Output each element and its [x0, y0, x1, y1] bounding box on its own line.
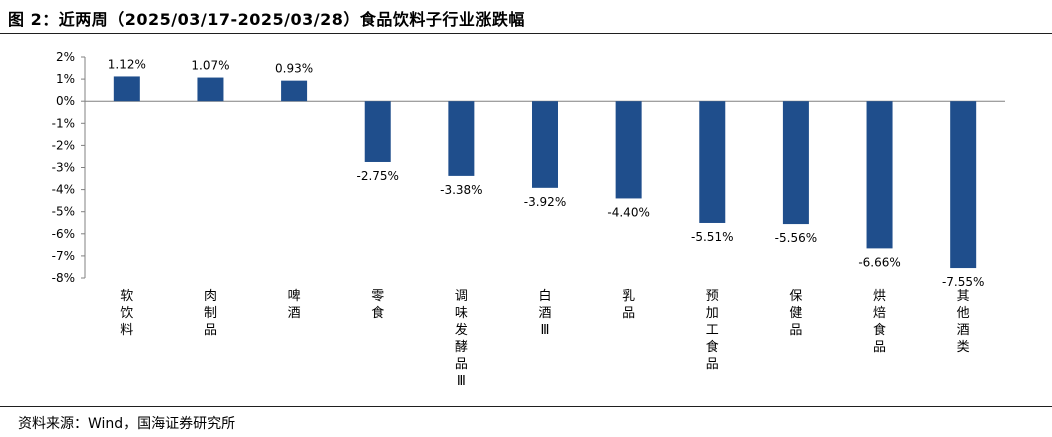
category-label: 保健品	[789, 289, 802, 338]
category-label: 乳品	[622, 289, 635, 321]
figure-title: 图 2：近两周（2025/03/17-2025/03/28）食品饮料子行业涨跌幅	[8, 10, 525, 29]
data-label: -4.40%	[607, 205, 649, 219]
bar	[950, 101, 977, 269]
data-label: -2.75%	[357, 169, 399, 183]
bar	[532, 101, 558, 188]
category-label: 烘焙食品	[873, 289, 886, 355]
category-label: 其他酒类	[957, 289, 970, 355]
y-tick-label: -5%	[52, 205, 75, 219]
category-label: 调味发酵品 Ⅲ	[455, 289, 468, 389]
y-tick-label: -7%	[52, 249, 75, 263]
y-tick-label: 0%	[56, 94, 75, 108]
data-label: -5.51%	[691, 230, 733, 244]
y-tick-label: -1%	[52, 116, 75, 130]
data-label: -5.56%	[775, 231, 817, 245]
data-label: -3.92%	[524, 195, 566, 209]
data-label: -7.55%	[942, 275, 984, 289]
source-note: 资料来源：Wind，国海证券研究所	[18, 416, 236, 432]
bar	[197, 77, 224, 102]
category-label: 零食	[371, 289, 384, 321]
y-tick-label: -4%	[52, 183, 75, 197]
category-label: 软饮料	[120, 289, 133, 338]
bar	[782, 101, 809, 225]
bar-chart: 2% 1% 0% -1% -2% -3% -4% -5% -6% -7% -8% 1.12% 软饮料 1.…	[52, 50, 1005, 389]
y-tick-label: -2%	[52, 138, 75, 152]
bar	[448, 101, 475, 176]
category-label: 白酒 Ⅲ	[538, 288, 551, 338]
category-label: 肉制品	[204, 289, 217, 338]
data-label: 1.07%	[191, 59, 229, 73]
source-divider	[0, 406, 1052, 407]
bar	[615, 101, 642, 199]
title-divider	[0, 33, 1052, 34]
data-label: -6.66%	[858, 255, 900, 269]
category-label: 啤酒	[288, 289, 301, 321]
bar	[364, 101, 391, 162]
y-tick-label: -3%	[52, 161, 75, 175]
data-label: 0.93%	[275, 62, 313, 76]
data-label: 1.12%	[108, 57, 146, 71]
bar	[281, 80, 308, 102]
y-tick-label: 2%	[56, 50, 75, 64]
category-label: 预加工食品	[706, 289, 719, 372]
data-label: -3.38%	[440, 183, 482, 197]
y-tick-label: -8%	[52, 271, 75, 285]
bar	[699, 101, 726, 223]
bar	[113, 76, 140, 102]
bar	[866, 101, 893, 249]
y-tick-label: 1%	[56, 72, 75, 86]
y-tick-label: -6%	[52, 227, 75, 241]
